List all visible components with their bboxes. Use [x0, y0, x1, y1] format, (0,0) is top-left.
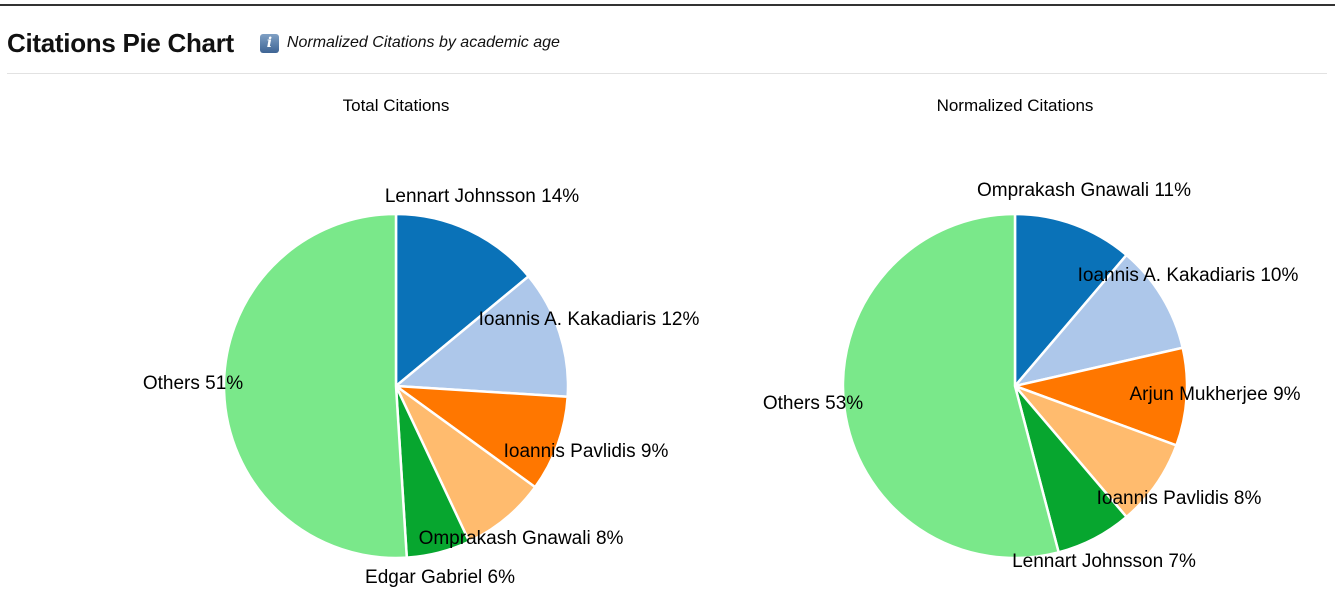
- slice-label: Ioannis A. Kakadiaris 12%: [479, 309, 700, 330]
- pie-slice-ioannis-pavlidis[interactable]: [1010, 383, 1179, 519]
- slice-label: Lennart Johnsson 14%: [385, 186, 579, 207]
- pie-slice-ioannis-a-kakadiaris[interactable]: [392, 274, 570, 399]
- header-divider: [7, 73, 1327, 74]
- pie-slice-others[interactable]: [222, 212, 409, 560]
- chart-title: Normalized Citations: [937, 96, 1094, 115]
- slice-label: Ioannis Pavlidis 9%: [504, 441, 669, 462]
- slice-label: Others 53%: [763, 393, 863, 414]
- slice-label: Omprakash Gnawali 8%: [419, 528, 624, 549]
- pie-chart-normalized-citations: Normalized Citations Omprakash Gnawali 1…: [763, 96, 1301, 572]
- info-icon[interactable]: i: [259, 33, 279, 53]
- pie-slice-ioannis-a-kakadiaris[interactable]: [1011, 253, 1185, 389]
- pie-slice-lennart-johnsson[interactable]: [394, 212, 531, 389]
- page-header: Citations Pie Chart i Normalized Citatio…: [7, 26, 560, 60]
- slice-label: Ioannis Pavlidis 8%: [1097, 488, 1262, 509]
- pie-slice-omprakash-gnawali[interactable]: [1013, 212, 1129, 390]
- slice-label: Ioannis A. Kakadiaris 10%: [1078, 265, 1299, 286]
- pie-slice-arjun-mukherjee[interactable]: [1010, 346, 1189, 448]
- slice-label: Lennart Johnsson 7%: [1012, 551, 1196, 572]
- slice-label: Edgar Gabriel 6%: [365, 567, 515, 588]
- pie-chart-total-citations: Total Citations Lennart Johnsson 14% Ioan…: [143, 96, 700, 588]
- chart-title: Total Citations: [343, 96, 450, 115]
- slice-label: Others 51%: [143, 373, 243, 394]
- pie-slice-others[interactable]: [841, 212, 1061, 560]
- page-title: Citations Pie Chart: [7, 27, 234, 58]
- slice-label: Omprakash Gnawali 11%: [977, 180, 1191, 201]
- pie-slice-ioannis-pavlidis[interactable]: [391, 384, 569, 489]
- top-rule: [0, 4, 1335, 6]
- page-subtitle: Normalized Citations by academic age: [286, 34, 560, 51]
- slice-label: Arjun Mukherjee 9%: [1129, 384, 1300, 405]
